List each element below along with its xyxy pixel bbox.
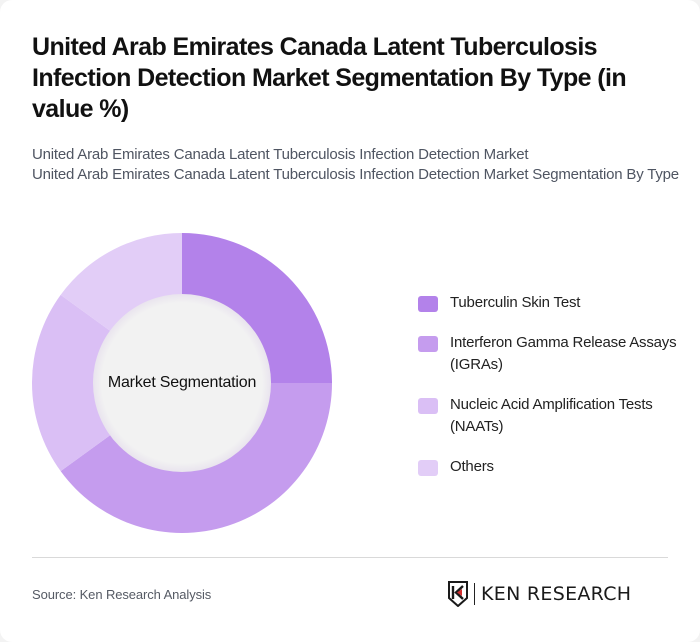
legend-swatch [418,296,438,312]
donut-segment-interferon-gamma-release-assays-igras[interactable] [60,383,332,533]
source-text: Source: Ken Research Analysis [32,587,212,602]
chart-subtitle: United Arab Emirates Canada Latent Tuber… [32,145,682,185]
legend-label: Tuberculin Skin Test [450,294,581,311]
ken-research-logo-icon [448,581,468,607]
legend-item[interactable]: Tuberculin Skin Test [418,292,678,314]
legend-label: Others [450,458,494,475]
logo-separator [474,583,475,605]
donut-segment-tuberculin-skin-test[interactable] [182,233,332,383]
legend-swatch [418,336,438,352]
legend-label: Interferon Gamma Release Assays (IGRAs) [450,334,677,373]
chart-legend: Tuberculin Skin Test Interferon Gamma Rel… [418,292,678,496]
subtitle-line-2: United Arab Emirates Canada Latent Tuber… [32,166,679,183]
legend-item[interactable]: Interferon Gamma Release Assays (IGRAs) [418,332,678,376]
donut-hole [93,294,271,472]
legend-swatch [418,398,438,414]
ken-research-logo: KEN RESEARCH [447,581,631,607]
donut-chart [31,233,332,533]
legend-item[interactable]: Others [418,456,678,478]
donut-segment-others[interactable] [60,233,182,332]
legend-item[interactable]: Nucleic Acid Amplification Tests (NAATs) [418,394,678,438]
subtitle-line-1: United Arab Emirates Canada Latent Tuber… [32,146,529,163]
logo-wordmark: KEN RESEARCH [481,583,632,605]
legend-label: Nucleic Acid Amplification Tests (NAATs) [450,396,653,435]
footer-divider [32,557,668,558]
legend-swatch [418,460,438,476]
donut-segment-nucleic-acid-amplification-tests-naats[interactable] [31,294,112,472]
chart-title: United Arab Emirates Canada Latent Tuber… [32,33,627,123]
